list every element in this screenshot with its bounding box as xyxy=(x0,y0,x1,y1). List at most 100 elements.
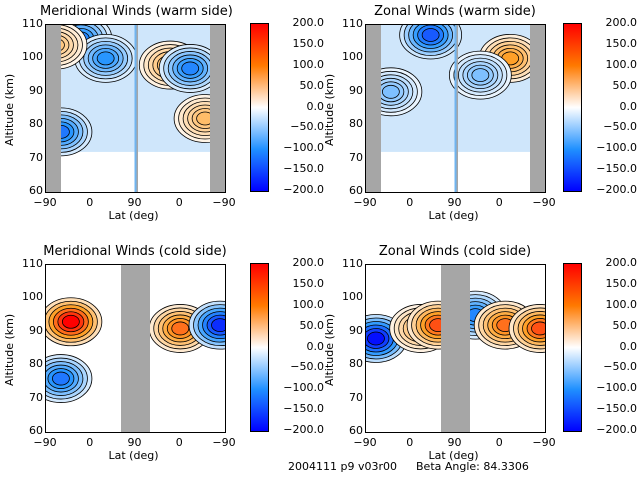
colorbar-tick-label: 200.0 xyxy=(605,256,638,269)
x-tick-label: 0 xyxy=(175,196,183,209)
contour-feature-0-level-1 xyxy=(61,314,80,329)
colorbar-tick-label: 200.0 xyxy=(292,16,325,29)
contour-feature-3-level-1 xyxy=(471,68,490,82)
colorbar-tick-label: −150.0 xyxy=(596,402,637,416)
y-tick-label: 110 xyxy=(342,257,363,270)
colorbar-tick-label: −100.0 xyxy=(283,381,324,395)
chart-title: Meridional Winds (warm side) xyxy=(40,4,233,19)
colorbar-tick-label: −50.0 xyxy=(290,120,324,134)
x-tick-label: 0 xyxy=(175,436,183,449)
missing-data-band-0 xyxy=(46,25,61,192)
x-tick-label: −90 xyxy=(33,436,57,449)
y-tick-label: 80 xyxy=(29,117,43,131)
colorbar-tick-label: 0.0 xyxy=(306,99,325,113)
colorbar-tick-label: −50.0 xyxy=(603,120,637,134)
x-axis-label: Lat (deg) xyxy=(108,209,159,222)
plot-area xyxy=(365,264,546,433)
colorbar-tick-label: −150.0 xyxy=(596,162,637,176)
colorbar-tick-label: −200.0 xyxy=(283,183,324,196)
colorbar-tick-label: −100.0 xyxy=(596,381,637,395)
colorbar-tick-label: 200.0 xyxy=(292,256,325,269)
x-tick-label: −90 xyxy=(353,196,377,209)
missing-data-band-0 xyxy=(121,265,150,432)
colorbar xyxy=(563,23,582,192)
contour-feature-0-level-1 xyxy=(421,28,440,42)
y-axis-label: Altitude (km) xyxy=(323,73,336,146)
x-tick-label: 0 xyxy=(86,436,94,449)
y-tick-label: 90 xyxy=(29,323,43,337)
plot-area xyxy=(45,264,226,433)
y-tick-label: 70 xyxy=(349,390,363,404)
x-tick-label: −90 xyxy=(532,196,556,209)
y-tick-label: 90 xyxy=(349,323,363,337)
chart-panel-1: Zonal Winds (warm side) 60 70 80 90 100 110 −90… xyxy=(320,0,640,240)
contour-feature-1-level-1 xyxy=(52,371,70,386)
x-tick-label: 0 xyxy=(495,196,503,209)
y-tick-label: 100 xyxy=(342,50,363,64)
y-tick-label: 80 xyxy=(349,117,363,131)
colorbar-tick-label: 50.0 xyxy=(612,318,638,332)
x-tick-label: −90 xyxy=(212,196,236,209)
contour-feature-2-level-1 xyxy=(96,51,115,66)
y-tick-label: 80 xyxy=(349,357,363,371)
colorbar-tick-label: 50.0 xyxy=(612,78,638,92)
colorbar-tick-label: −200.0 xyxy=(596,423,637,436)
colorbar-tick-label: −100.0 xyxy=(283,141,324,155)
colorbar-tick-label: 0.0 xyxy=(619,339,638,353)
x-tick-label: 90 xyxy=(447,196,462,209)
y-tick-label: 60 xyxy=(349,184,363,197)
x-tick-label: 0 xyxy=(406,196,414,209)
colorbar-tick-label: 150.0 xyxy=(605,276,638,290)
chart-panel-0: Meridional Winds (warm side) 60 70 80 90 100 1… xyxy=(0,0,324,240)
colorbar xyxy=(250,263,269,432)
x-axis-label: Lat (deg) xyxy=(108,449,159,462)
x-tick-label: −90 xyxy=(532,436,556,449)
y-tick-label: 70 xyxy=(349,150,363,164)
colorbar xyxy=(563,263,582,432)
y-axis-label: Altitude (km) xyxy=(323,313,336,386)
chart-title: Zonal Winds (cold side) xyxy=(378,244,532,259)
colorbar-tick-label: 150.0 xyxy=(292,36,325,50)
x-axis-label: Lat (deg) xyxy=(428,449,479,462)
y-tick-label: 110 xyxy=(342,17,363,30)
missing-data-band-0 xyxy=(441,265,470,432)
colorbar-tick-label: −50.0 xyxy=(603,360,637,374)
colorbar-tick-label: 150.0 xyxy=(605,36,638,50)
y-tick-label: 80 xyxy=(29,357,43,371)
colorbar-tick-label: 100.0 xyxy=(605,297,638,311)
colorbar-tick-label: 200.0 xyxy=(605,16,638,29)
y-tick-label: 100 xyxy=(22,290,43,304)
plot-area xyxy=(365,24,546,193)
colorbar-tick-label: −200.0 xyxy=(283,423,324,436)
footer-id: 2004111 p9 v03r00 xyxy=(288,460,397,473)
contour-feature-5-level-1 xyxy=(181,61,200,76)
y-axis-label: Altitude (km) xyxy=(3,313,16,386)
contour-field xyxy=(366,25,545,192)
x-tick-label: 0 xyxy=(495,436,503,449)
y-axis-label: Altitude (km) xyxy=(3,73,16,146)
colorbar-tick-label: 100.0 xyxy=(292,297,325,311)
colorbar xyxy=(250,23,269,192)
y-tick-label: 90 xyxy=(349,83,363,97)
y-tick-label: 60 xyxy=(349,424,363,437)
colorbar-tick-label: 0.0 xyxy=(619,99,638,113)
plot-area xyxy=(45,24,226,193)
contour-feature-2-level-1 xyxy=(171,321,190,336)
x-tick-label: −90 xyxy=(212,436,236,449)
y-tick-label: 110 xyxy=(22,257,43,270)
missing-data-band-0 xyxy=(366,25,381,192)
colorbar-tick-label: 0.0 xyxy=(306,339,325,353)
colorbar-tick-label: 50.0 xyxy=(299,318,325,332)
contour-field xyxy=(46,25,225,192)
x-tick-label: −90 xyxy=(33,196,57,209)
missing-data-band-2 xyxy=(530,25,545,192)
x-tick-label: 90 xyxy=(447,436,462,449)
chart-panel-3: Zonal Winds (cold side) 60 70 80 90 100 110 −90… xyxy=(320,240,640,480)
colorbar-tick-label: 150.0 xyxy=(292,276,325,290)
chart-panel-2: Meridional Winds (cold side) 60 70 80 90 100 1… xyxy=(0,240,324,480)
chart-title: Meridional Winds (cold side) xyxy=(43,244,227,259)
x-tick-label: 90 xyxy=(127,196,142,209)
y-tick-label: 60 xyxy=(29,424,43,437)
x-tick-label: 0 xyxy=(86,196,94,209)
x-axis-label: Lat (deg) xyxy=(428,209,479,222)
